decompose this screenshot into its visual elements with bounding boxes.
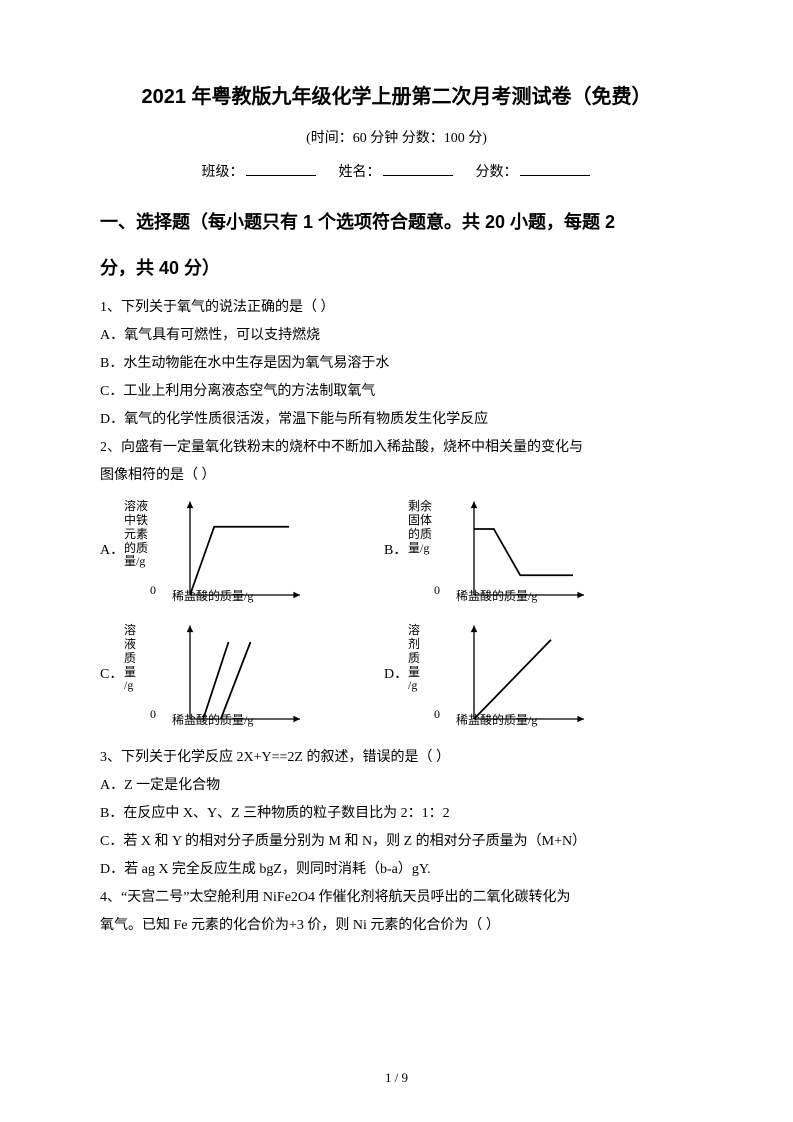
score-label: 分数： — [476, 165, 518, 180]
q2-stem-line2: 图像相符的是（ ） — [100, 462, 693, 490]
q3-opt-a: A．Z 一定是化合物 — [100, 772, 693, 800]
q2-chart-d: 溶 剂 质 量 /g 0 稀盐酸的质量/g — [408, 620, 668, 730]
chart-b-xlabel: 稀盐酸的质量/g — [456, 584, 537, 608]
score-blank[interactable] — [520, 161, 590, 176]
chart-c-ylabel: 溶 液 质 量 /g — [124, 624, 152, 693]
q1-stem: 1、下列关于氧气的说法正确的是（ ） — [100, 294, 693, 322]
page-title: 2021 年粤教版九年级化学上册第二次月考测试卷（免费） — [100, 80, 693, 109]
name-blank[interactable] — [383, 161, 453, 176]
section-1-heading-line2: 分，共 40 分） — [100, 249, 693, 289]
q3-stem: 3、下列关于化学反应 2X+Y==2Z 的叙述，错误的是（ ） — [100, 744, 693, 772]
q3-opt-d: D．若 ag X 完全反应生成 bgZ，则同时消耗（b-a）gY. — [100, 856, 693, 884]
name-label: 姓名： — [339, 165, 381, 180]
class-label: 班级： — [202, 165, 244, 180]
q2-chart-b: 剩余 固体 的质 量/g 0 稀盐酸的质量/g — [408, 496, 668, 606]
q1-opt-c: C．工业上利用分离液态空气的方法制取氧气 — [100, 378, 693, 406]
chart-b-ylabel: 剩余 固体 的质 量/g — [408, 500, 436, 555]
q2-opt-c-letter: C． — [100, 661, 124, 689]
q1-opt-b: B．水生动物能在水中生存是因为氧气易溶于水 — [100, 350, 693, 378]
q2-opt-a-letter: A． — [100, 537, 124, 565]
time-score-line: (时间：60 分钟 分数：100 分) — [100, 127, 693, 147]
q2-charts-row1: A． 溶液 中铁 元素 的质 量/g 0 稀盐酸的质量/g — [100, 496, 693, 606]
chart-b-zero: 0 — [434, 578, 440, 602]
q3-opt-c: C．若 X 和 Y 的相对分子质量分别为 M 和 N，则 Z 的相对分子质量为（… — [100, 828, 693, 856]
q2-opt-d-letter: D． — [384, 661, 408, 689]
chart-c-xlabel: 稀盐酸的质量/g — [172, 708, 253, 732]
section-1-heading-line1: 一、选择题（每小题只有 1 个选项符合题意。共 20 小题，每题 2 — [100, 203, 693, 243]
class-blank[interactable] — [246, 161, 316, 176]
q1-opt-a: A．氧气具有可燃性，可以支持燃烧 — [100, 322, 693, 350]
q2-chart-a: 溶液 中铁 元素 的质 量/g 0 稀盐酸的质量/g — [124, 496, 384, 606]
q4-line2: 氧气。已知 Fe 元素的化合价为+3 价，则 Ni 元素的化合价为（ ） — [100, 912, 693, 940]
chart-d-xlabel: 稀盐酸的质量/g — [456, 708, 537, 732]
q1-opt-d: D．氧气的化学性质很活泼，常温下能与所有物质发生化学反应 — [100, 406, 693, 434]
chart-d-ylabel: 溶 剂 质 量 /g — [408, 624, 436, 693]
chart-a-ylabel: 溶液 中铁 元素 的质 量/g — [124, 500, 152, 569]
q4-line1: 4、“天宫二号”太空舱利用 NiFe2O4 作催化剂将航天员呼出的二氧化碳转化为 — [100, 884, 693, 912]
page-footer: 1 / 9 — [0, 1070, 793, 1086]
chart-a-xlabel: 稀盐酸的质量/g — [172, 584, 253, 608]
q2-stem-line1: 2、向盛有一定量氧化铁粉末的烧杯中不断加入稀盐酸，烧杯中相关量的变化与 — [100, 434, 693, 462]
fill-in-row: 班级： 姓名： 分数： — [100, 161, 693, 181]
chart-d-zero: 0 — [434, 702, 440, 726]
q3-opt-b: B．在反应中 X、Y、Z 三种物质的粒子数目比为 2：1：2 — [100, 800, 693, 828]
q2-opt-b-letter: B． — [384, 537, 408, 565]
q2-charts-row2: C． 溶 液 质 量 /g 0 稀盐酸的质量/g — [100, 620, 693, 730]
q2-chart-c: 溶 液 质 量 /g 0 稀盐酸的质量/g — [124, 620, 384, 730]
chart-c-zero: 0 — [150, 702, 156, 726]
chart-a-zero: 0 — [150, 578, 156, 602]
